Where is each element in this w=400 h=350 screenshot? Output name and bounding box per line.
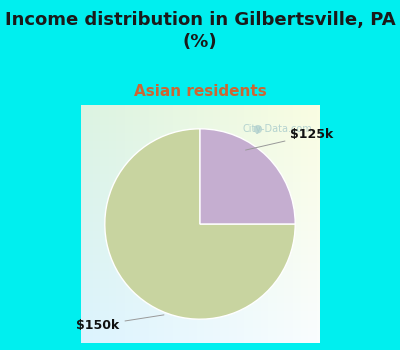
Text: Asian residents: Asian residents — [134, 84, 266, 99]
Text: ●: ● — [252, 124, 262, 134]
Text: $125k: $125k — [246, 128, 334, 150]
Wedge shape — [200, 129, 295, 224]
Text: $150k: $150k — [76, 315, 164, 332]
Wedge shape — [105, 129, 295, 319]
Text: City-Data.com: City-Data.com — [242, 124, 312, 134]
Text: Income distribution in Gilbertsville, PA
(%): Income distribution in Gilbertsville, PA… — [5, 10, 395, 51]
